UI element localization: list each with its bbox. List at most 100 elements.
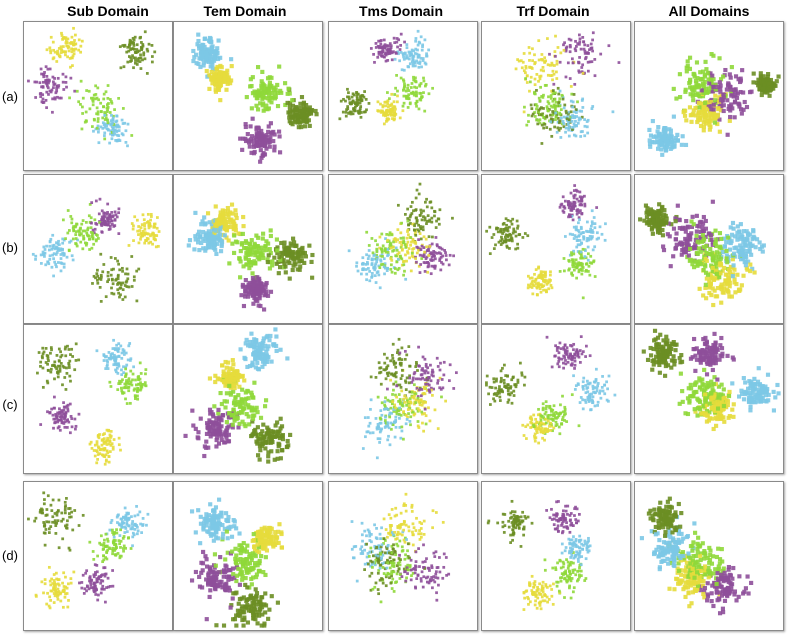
scatter-point <box>137 383 141 386</box>
scatter-point <box>567 259 571 263</box>
scatter-point <box>146 49 150 53</box>
scatter-point <box>387 233 391 237</box>
scatter-point <box>396 228 400 232</box>
scatter-point <box>533 62 537 66</box>
scatter-point <box>759 92 764 98</box>
scatter-point <box>99 252 103 256</box>
scatter-point <box>226 370 231 375</box>
scatter-point <box>535 104 539 108</box>
scatter-point <box>574 119 577 123</box>
scatter-point <box>260 359 266 364</box>
scatter-point <box>63 420 67 424</box>
scatter-point <box>287 109 293 114</box>
scatter-point <box>127 45 131 49</box>
scatter-point <box>289 250 294 255</box>
scatter-point <box>389 113 393 117</box>
scatter-point <box>97 98 100 102</box>
scatter-point <box>130 59 133 62</box>
scatter-point <box>385 269 389 272</box>
scatter-point <box>134 51 138 54</box>
scatter-point <box>53 260 57 264</box>
scatter-point <box>548 52 551 56</box>
scatter-point <box>391 113 395 117</box>
column-header-tem-domain: Tem Domain <box>203 3 287 19</box>
scatter-point <box>735 230 740 235</box>
scatter-point <box>246 282 251 287</box>
scatter-point <box>719 282 724 287</box>
scatter-point <box>249 390 254 395</box>
scatter-point <box>767 93 772 98</box>
scatter-point <box>110 101 114 105</box>
scatter-point <box>504 233 508 237</box>
scatter-point <box>136 57 140 61</box>
scatter-point <box>585 220 589 224</box>
scatter-point <box>433 264 437 268</box>
scatter-point <box>73 417 77 421</box>
scatter-point <box>72 49 76 52</box>
scatter-point <box>256 89 261 95</box>
scatter-point <box>668 146 673 151</box>
scatter-point <box>102 92 106 96</box>
scatter-point <box>359 97 363 101</box>
scatter-point <box>713 82 718 87</box>
scatter-point <box>752 270 757 275</box>
scatter-point <box>53 247 57 251</box>
scatter-point <box>40 85 43 89</box>
scatter-point <box>75 222 79 226</box>
scatter-point <box>52 274 55 278</box>
scatter-point <box>86 234 90 238</box>
scatter-point <box>242 378 247 383</box>
scatter-point <box>115 130 118 133</box>
scatter-point <box>198 51 203 57</box>
scatter-point <box>273 87 278 92</box>
scatter-point <box>655 214 661 219</box>
scatter-point <box>247 266 252 271</box>
scatter-point <box>139 35 143 39</box>
scatter-point <box>121 391 124 394</box>
scatter-point <box>558 111 562 115</box>
scatter-point <box>573 184 577 187</box>
scatter-point <box>716 99 722 104</box>
scatter-point <box>645 210 651 215</box>
scatter-point <box>414 90 418 94</box>
scatter-point <box>238 409 244 414</box>
scatter-point <box>283 102 288 108</box>
scatter-panel-b-tms <box>328 174 478 324</box>
scatter-point <box>114 370 118 374</box>
scatter-point <box>422 261 426 264</box>
scatter-point <box>48 46 52 50</box>
scatter-point <box>68 431 72 435</box>
scatter-point <box>129 56 133 60</box>
scatter-point <box>68 359 72 363</box>
scatter-point <box>74 242 77 245</box>
scatter-point <box>567 37 571 41</box>
scatter-point <box>730 220 736 226</box>
scatter-point <box>695 239 700 244</box>
scatter-point <box>344 110 348 114</box>
scatter-point <box>214 66 219 71</box>
scatter-point <box>238 275 243 280</box>
scatter-point <box>377 50 381 54</box>
scatter-point <box>250 405 255 410</box>
scatter-point <box>95 126 99 130</box>
scatter-point <box>492 233 496 236</box>
scatter-point <box>225 81 230 86</box>
scatter-point <box>215 376 220 381</box>
scatter-point <box>355 101 359 105</box>
scatter-point <box>578 195 582 199</box>
scatter-point <box>226 78 232 83</box>
scatter-point <box>533 77 537 81</box>
scatter-point <box>425 245 429 249</box>
scatter-point <box>415 52 419 56</box>
scatter-point <box>139 56 143 60</box>
scatter-point <box>382 257 386 261</box>
scatter-point <box>223 383 228 388</box>
scatter-point <box>218 210 223 215</box>
scatter-point <box>50 407 54 411</box>
scatter-point <box>109 355 113 359</box>
scatter-point <box>99 300 103 303</box>
scatter-point <box>79 50 83 54</box>
scatter-point <box>298 264 303 269</box>
scatter-point <box>383 247 387 250</box>
scatter-point <box>422 253 426 256</box>
